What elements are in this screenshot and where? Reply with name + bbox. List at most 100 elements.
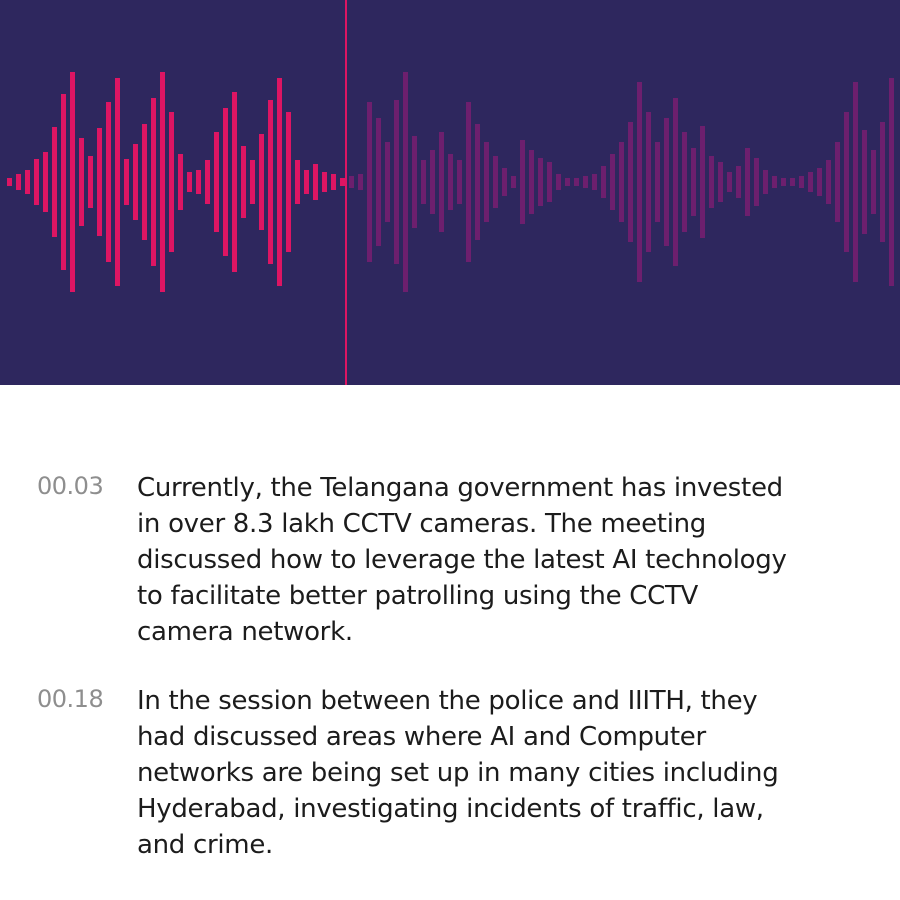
waveform-bar: [574, 178, 579, 186]
waveform-bar: [448, 154, 453, 210]
playhead[interactable]: [345, 0, 347, 385]
segment-line: in over 8.3 lakh CCTV cameras. The meeti…: [137, 509, 707, 539]
waveform-bar: [214, 132, 219, 232]
waveform-bar: [16, 174, 21, 190]
waveform-bar: [421, 160, 426, 204]
segment-text: Currently, the Telangana government has …: [137, 470, 857, 650]
waveform-bar: [88, 156, 93, 208]
waveform-bar: [538, 158, 543, 206]
waveform-bar: [556, 174, 561, 190]
waveform-bar: [826, 160, 831, 204]
waveform-bar: [133, 144, 138, 220]
waveform-bar: [178, 154, 183, 210]
waveform-bar: [358, 174, 363, 190]
waveform-bar: [268, 100, 273, 264]
transcript-segment: 00.18 In the session between the police …: [0, 683, 900, 863]
waveform-bar: [610, 154, 615, 210]
waveform-bar: [772, 176, 777, 188]
waveform-bar: [709, 156, 714, 208]
waveform-bar: [430, 150, 435, 214]
waveform-bar: [97, 128, 102, 236]
waveform-bar: [277, 78, 282, 286]
waveform-bar: [736, 166, 741, 198]
transcript-segment: 00.03 Currently, the Telangana governmen…: [0, 470, 900, 650]
waveform-bar: [79, 138, 84, 226]
waveform-bar: [70, 72, 75, 292]
waveform-bar: [7, 178, 12, 186]
waveform-bar: [844, 112, 849, 252]
waveform-bar: [205, 160, 210, 204]
waveform-bar: [106, 102, 111, 262]
waveform-bar: [727, 172, 732, 192]
waveform-bar: [187, 172, 192, 192]
waveform-bar: [61, 94, 66, 270]
waveform-bar: [295, 160, 300, 204]
waveform-bar: [862, 130, 867, 234]
audio-waveform-player[interactable]: [0, 0, 900, 385]
waveform-bar: [340, 178, 345, 186]
waveform-bar: [376, 118, 381, 246]
waveform-bar: [817, 168, 822, 196]
waveform-bar: [601, 166, 606, 198]
segment-timestamp[interactable]: 00.18: [37, 685, 104, 713]
waveform-bar: [592, 174, 597, 190]
waveform-bar: [682, 132, 687, 232]
waveform-bar: [655, 142, 660, 222]
waveform-bar: [385, 142, 390, 222]
waveform-bar: [196, 170, 201, 194]
segment-line: had discussed areas where AI and Compute…: [137, 722, 706, 752]
waveform-bar: [259, 134, 264, 230]
segment-line: camera network.: [137, 617, 353, 647]
waveform-bar: [331, 174, 336, 190]
waveform-bar: [169, 112, 174, 252]
segment-line: and crime.: [137, 830, 273, 860]
waveform-bar: [889, 78, 894, 286]
waveform-bar: [646, 112, 651, 252]
waveform-bar: [808, 172, 813, 192]
waveform-bar: [403, 72, 408, 292]
waveform-bar: [286, 112, 291, 252]
waveform-bar: [637, 82, 642, 282]
waveform-bar: [565, 178, 570, 186]
waveform-bar: [871, 150, 876, 214]
segment-line: In the session between the police and II…: [137, 686, 758, 716]
segment-line: networks are being set up in many cities…: [137, 758, 779, 788]
waveform-bar: [502, 168, 507, 196]
waveform-bar: [529, 150, 534, 214]
waveform-bar: [34, 159, 39, 205]
waveform-bar: [142, 124, 147, 240]
waveform-bar: [394, 100, 399, 264]
waveform-bar: [43, 152, 48, 212]
waveform-bar: [520, 140, 525, 224]
waveform-bar: [619, 142, 624, 222]
segment-line: to facilitate better patrolling using th…: [137, 581, 699, 611]
waveform-bar: [115, 78, 120, 286]
waveform-bar: [745, 148, 750, 216]
waveform-bar: [790, 178, 795, 186]
waveform-bar: [304, 170, 309, 194]
waveform-bar: [52, 127, 57, 237]
waveform-bar: [673, 98, 678, 266]
segment-timestamp[interactable]: 00.03: [37, 472, 104, 500]
waveform-bar: [799, 176, 804, 188]
segment-text: In the session between the police and II…: [137, 683, 857, 863]
waveform-bar: [322, 172, 327, 192]
waveform-bar: [349, 176, 354, 188]
waveform-bar: [493, 156, 498, 208]
waveform-bar: [412, 136, 417, 228]
waveform-bar: [232, 92, 237, 272]
waveform-bar: [583, 176, 588, 188]
waveform-bar: [160, 72, 165, 292]
waveform-bar: [691, 148, 696, 216]
segment-line: Currently, the Telangana government has …: [137, 473, 783, 503]
waveform-bar: [223, 108, 228, 256]
waveform-bar: [367, 102, 372, 262]
transcript: 00.03 Currently, the Telangana governmen…: [0, 470, 900, 896]
waveform-bar: [781, 178, 786, 186]
segment-line: Hyderabad, investigating incidents of tr…: [137, 794, 764, 824]
waveform-bar: [763, 170, 768, 194]
waveform[interactable]: [0, 0, 900, 385]
waveform-bar: [475, 124, 480, 240]
waveform-bar: [700, 126, 705, 238]
waveform-bar: [754, 158, 759, 206]
